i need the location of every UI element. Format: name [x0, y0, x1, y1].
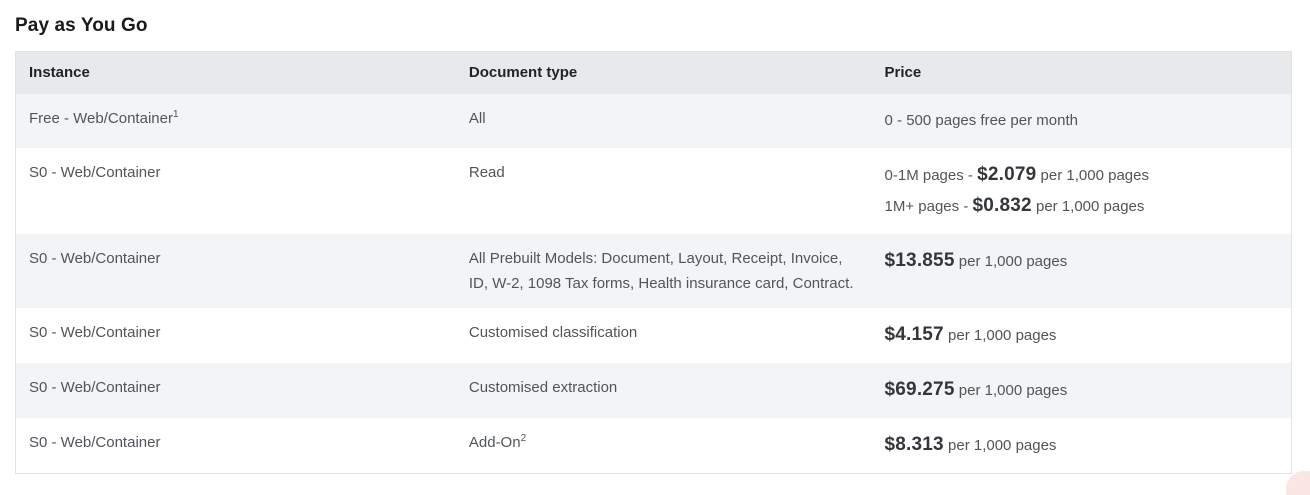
document-type-footnote-marker: 2 [520, 433, 527, 444]
column-header-instance: Instance [16, 52, 456, 94]
price-line: 0-1M pages - $2.079 per 1,000 pages [885, 160, 1278, 191]
instance-text: S0 - Web/Container [29, 324, 161, 341]
pricing-table: Instance Document type Price Free - Web/… [16, 52, 1291, 473]
instance-text: S0 - Web/Container [29, 164, 161, 181]
header-row: Instance Document type Price [16, 52, 1291, 94]
price-suffix: per 1,000 pages [943, 437, 1057, 454]
price-line: $8.313 per 1,000 pages [885, 430, 1278, 461]
instance-footnote-marker: 1 [172, 109, 179, 120]
price-line: $13.855 per 1,000 pages [885, 246, 1278, 277]
document-type-text: Customised classification [468, 324, 638, 341]
instance-text: S0 - Web/Container [29, 250, 161, 267]
document-type-cell: All [456, 94, 872, 148]
table-header: Instance Document type Price [16, 52, 1291, 94]
price-cell: $13.855 per 1,000 pages [872, 234, 1291, 308]
instance-cell: S0 - Web/Container [16, 308, 456, 363]
document-type-cell: Add-On2 [456, 418, 872, 473]
price-amount: $69.275 [884, 379, 955, 400]
price-amount: $2.079 [977, 164, 1037, 185]
document-type-text: Add-On [468, 434, 521, 451]
document-type-cell: Read [456, 148, 872, 234]
price-cell: $4.157 per 1,000 pages [872, 308, 1291, 363]
price-cell: $8.313 per 1,000 pages [872, 418, 1291, 473]
instance-text: Free - Web/Container [29, 110, 173, 127]
instance-cell: S0 - Web/Container [16, 418, 456, 473]
table-row: S0 - Web/Container Customised classifica… [16, 308, 1291, 363]
price-line: 0 - 500 pages free per month [885, 106, 1278, 136]
table-row: S0 - Web/Container All Prebuilt Models: … [16, 234, 1291, 308]
price-amount: $0.832 [972, 195, 1032, 216]
price-suffix: per 1,000 pages [954, 253, 1068, 270]
price-cell: 0-1M pages - $2.079 per 1,000 pages 1M+ p… [872, 148, 1291, 234]
price-prefix: 1M+ pages - [884, 198, 973, 215]
instance-text: S0 - Web/Container [29, 434, 161, 451]
document-type-cell: All Prebuilt Models: Document, Layout, R… [456, 234, 872, 308]
column-header-document-type: Document type [455, 52, 872, 94]
document-type-text: Customised extraction [468, 379, 618, 396]
corner-widget-fragment[interactable] [1286, 471, 1310, 495]
page-title: Pay as You Go [15, 15, 148, 36]
instance-cell: S0 - Web/Container [16, 234, 456, 308]
document-type-cell: Customised extraction [456, 363, 872, 418]
table-row: Free - Web/Container1 All 0 - 500 pages … [16, 94, 1291, 148]
price-suffix: per 1,000 pages [943, 327, 1057, 344]
document-type-text: Read [468, 164, 505, 181]
table-row: S0 - Web/Container Customised extraction… [16, 363, 1291, 418]
price-cell: $69.275 per 1,000 pages [872, 363, 1291, 418]
pricing-table-container: Instance Document type Price Free - Web/… [15, 51, 1292, 474]
document-type-text: All Prebuilt Models: Document, Layout, R… [468, 250, 854, 292]
price-amount: $13.855 [884, 250, 955, 271]
document-type-cell: Customised classification [456, 308, 872, 363]
instance-cell: S0 - Web/Container [16, 148, 456, 234]
instance-cell: Free - Web/Container1 [16, 94, 456, 148]
table-row: S0 - Web/Container Add-On2 $8.313 per 1,… [16, 418, 1291, 473]
column-header-price: Price [871, 52, 1291, 94]
price-amount: $4.157 [884, 324, 944, 345]
price-prefix: 0 - 500 pages free per month [884, 112, 1078, 129]
instance-text: S0 - Web/Container [29, 379, 161, 396]
price-suffix: per 1,000 pages [1036, 167, 1149, 184]
instance-cell: S0 - Web/Container [16, 363, 456, 418]
price-line: $69.275 per 1,000 pages [885, 375, 1278, 406]
table-body: Free - Web/Container1 All 0 - 500 pages … [16, 94, 1291, 473]
price-prefix: 0-1M pages - [884, 167, 978, 184]
price-line: $4.157 per 1,000 pages [885, 320, 1278, 351]
document-type-text: All [468, 110, 486, 127]
price-suffix: per 1,000 pages [1031, 198, 1145, 215]
price-cell: 0 - 500 pages free per month [872, 94, 1291, 148]
price-amount: $8.313 [884, 434, 944, 455]
price-line: 1M+ pages - $0.832 per 1,000 pages [885, 191, 1278, 222]
table-row: S0 - Web/Container Read 0-1M pages - $2.… [16, 148, 1291, 234]
price-suffix: per 1,000 pages [954, 382, 1068, 399]
